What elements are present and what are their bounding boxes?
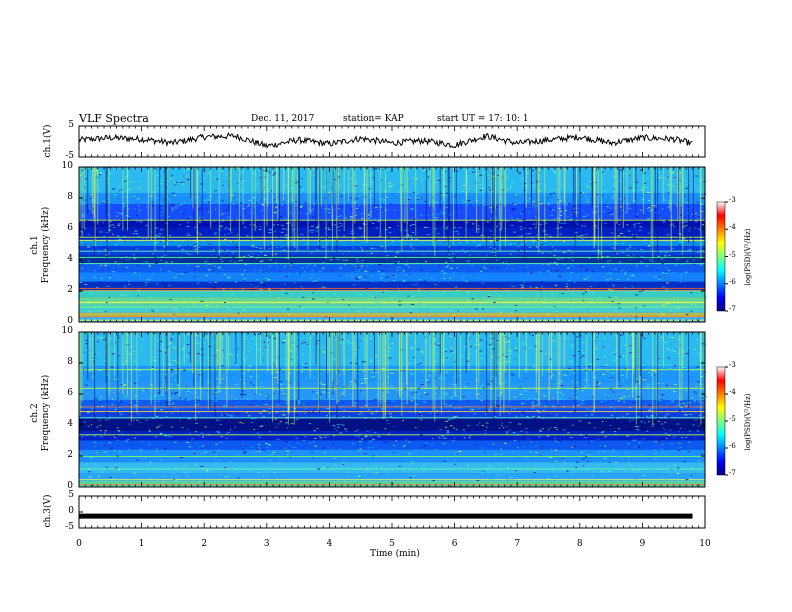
station-label: station= KAP [343, 114, 404, 124]
ch1-spectrogram [79, 167, 708, 323]
ch2-ytick-10: 10 [61, 326, 73, 336]
x-axis-label: Time (min) [370, 549, 420, 559]
ch1-ytick-neg5: -5 [65, 151, 74, 161]
start-time-label: start UT = 17: 10: 1 [437, 114, 529, 124]
colorbar-ticklabel: -6 [729, 442, 736, 450]
x-ticklabel-6: 6 [451, 539, 458, 549]
x-ticklabel-10: 10 [699, 539, 711, 549]
ch1-ytick-4: 4 [67, 254, 73, 264]
x-ticklabel-0: 0 [76, 539, 82, 549]
ch3-ytick-0: 0 [68, 506, 74, 516]
x-ticklabel-9: 9 [639, 539, 646, 549]
ch1-frequency-axis-label: Frequency (kHz) [41, 206, 51, 284]
ch1-ytick-6: 6 [67, 223, 73, 233]
ch2-ytick-2: 2 [67, 450, 73, 460]
ch3-ytick--5: -5 [65, 522, 74, 532]
ch1-colorbar [716, 201, 726, 312]
ch1-voltage-trace [78, 132, 693, 149]
colorbar1-label: log(PSD)(V²/Hz) [744, 228, 752, 286]
date-label: Dec. 11, 2017 [251, 114, 315, 124]
ch2-ytick-0: 0 [67, 481, 73, 491]
ch1-ytick-2: 2 [67, 285, 73, 295]
ch2-frequency-axis-label: Frequency (kHz) [41, 374, 51, 452]
ch2-colorbar [716, 366, 726, 476]
x-ticklabel-5: 5 [389, 539, 395, 549]
ch1-ytick-5: 5 [68, 120, 74, 130]
colorbar-ticklabel: -4 [729, 223, 736, 232]
colorbar-ticklabel: -5 [729, 250, 736, 259]
ch2-ytick-8: 8 [67, 357, 73, 367]
colorbar-ticklabel: -6 [729, 277, 736, 286]
x-ticklabel-2: 2 [201, 539, 208, 549]
colorbar-ticklabel: -7 [729, 469, 736, 477]
ch2-ytick-6: 6 [67, 388, 73, 398]
ch3-ytick-5: 5 [68, 490, 74, 500]
x-ticklabel-8: 8 [576, 539, 583, 549]
ch1-label: ch.1 [30, 235, 40, 255]
ch2-ytick-4: 4 [67, 419, 73, 429]
ch1-ytick-10: 10 [61, 161, 73, 171]
x-ticklabel-1: 1 [138, 539, 145, 549]
ch1-ytick-8: 8 [67, 192, 73, 202]
ch1-ytick-0: 0 [67, 316, 73, 326]
colorbar-ticklabel: -7 [729, 305, 736, 313]
colorbar-ticklabel: -3 [729, 196, 736, 204]
ch2-label: ch.2 [30, 403, 40, 423]
colorbar-ticklabel: -5 [729, 415, 736, 423]
colorbar-ticklabel: -4 [729, 388, 736, 396]
colorbar2-label: log(PSD)(V²/Hz) [744, 393, 752, 451]
ch2-spectrogram [79, 332, 708, 488]
x-ticklabel-7: 7 [514, 539, 521, 549]
x-ticklabel-4: 4 [326, 539, 333, 549]
figure-title: VLF Spectra [79, 112, 149, 125]
x-ticklabel-3: 3 [263, 539, 270, 549]
colorbar-ticklabel: -3 [729, 361, 736, 369]
